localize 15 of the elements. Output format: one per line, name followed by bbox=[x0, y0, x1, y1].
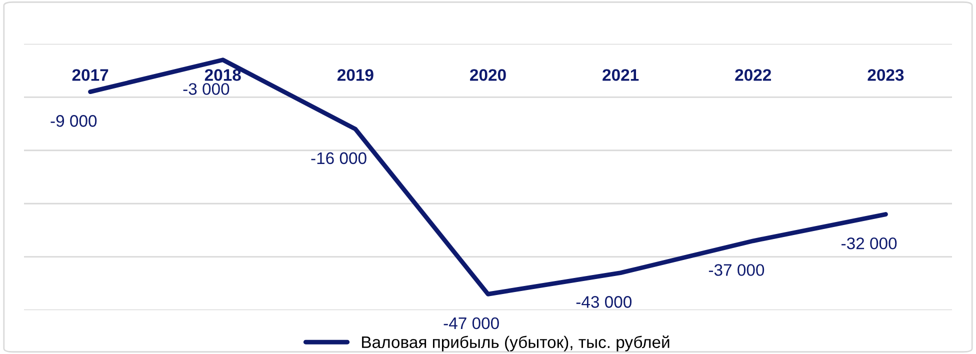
x-tick-label: 2020 bbox=[470, 69, 506, 81]
data-label: -43 000 bbox=[576, 296, 632, 308]
x-tick-label: 2018 bbox=[204, 69, 241, 81]
data-label: -3 000 bbox=[183, 83, 230, 95]
data-label: -37 000 bbox=[708, 264, 764, 276]
data-label: -32 000 bbox=[842, 237, 897, 250]
x-tick-label: 2022 bbox=[735, 69, 772, 81]
data-label: -47 000 bbox=[444, 317, 499, 330]
x-tick-label: 2021 bbox=[602, 69, 639, 81]
data-label: -16 000 bbox=[311, 152, 366, 164]
x-tick-label: 2023 bbox=[868, 69, 904, 81]
x-tick-label: 2019 bbox=[337, 69, 374, 81]
data-label: -9 000 bbox=[50, 115, 97, 127]
x-tick-label: 2017 bbox=[72, 69, 108, 81]
legend-label: Валовая прибыль (убыток), тыс. рублей bbox=[362, 336, 670, 352]
